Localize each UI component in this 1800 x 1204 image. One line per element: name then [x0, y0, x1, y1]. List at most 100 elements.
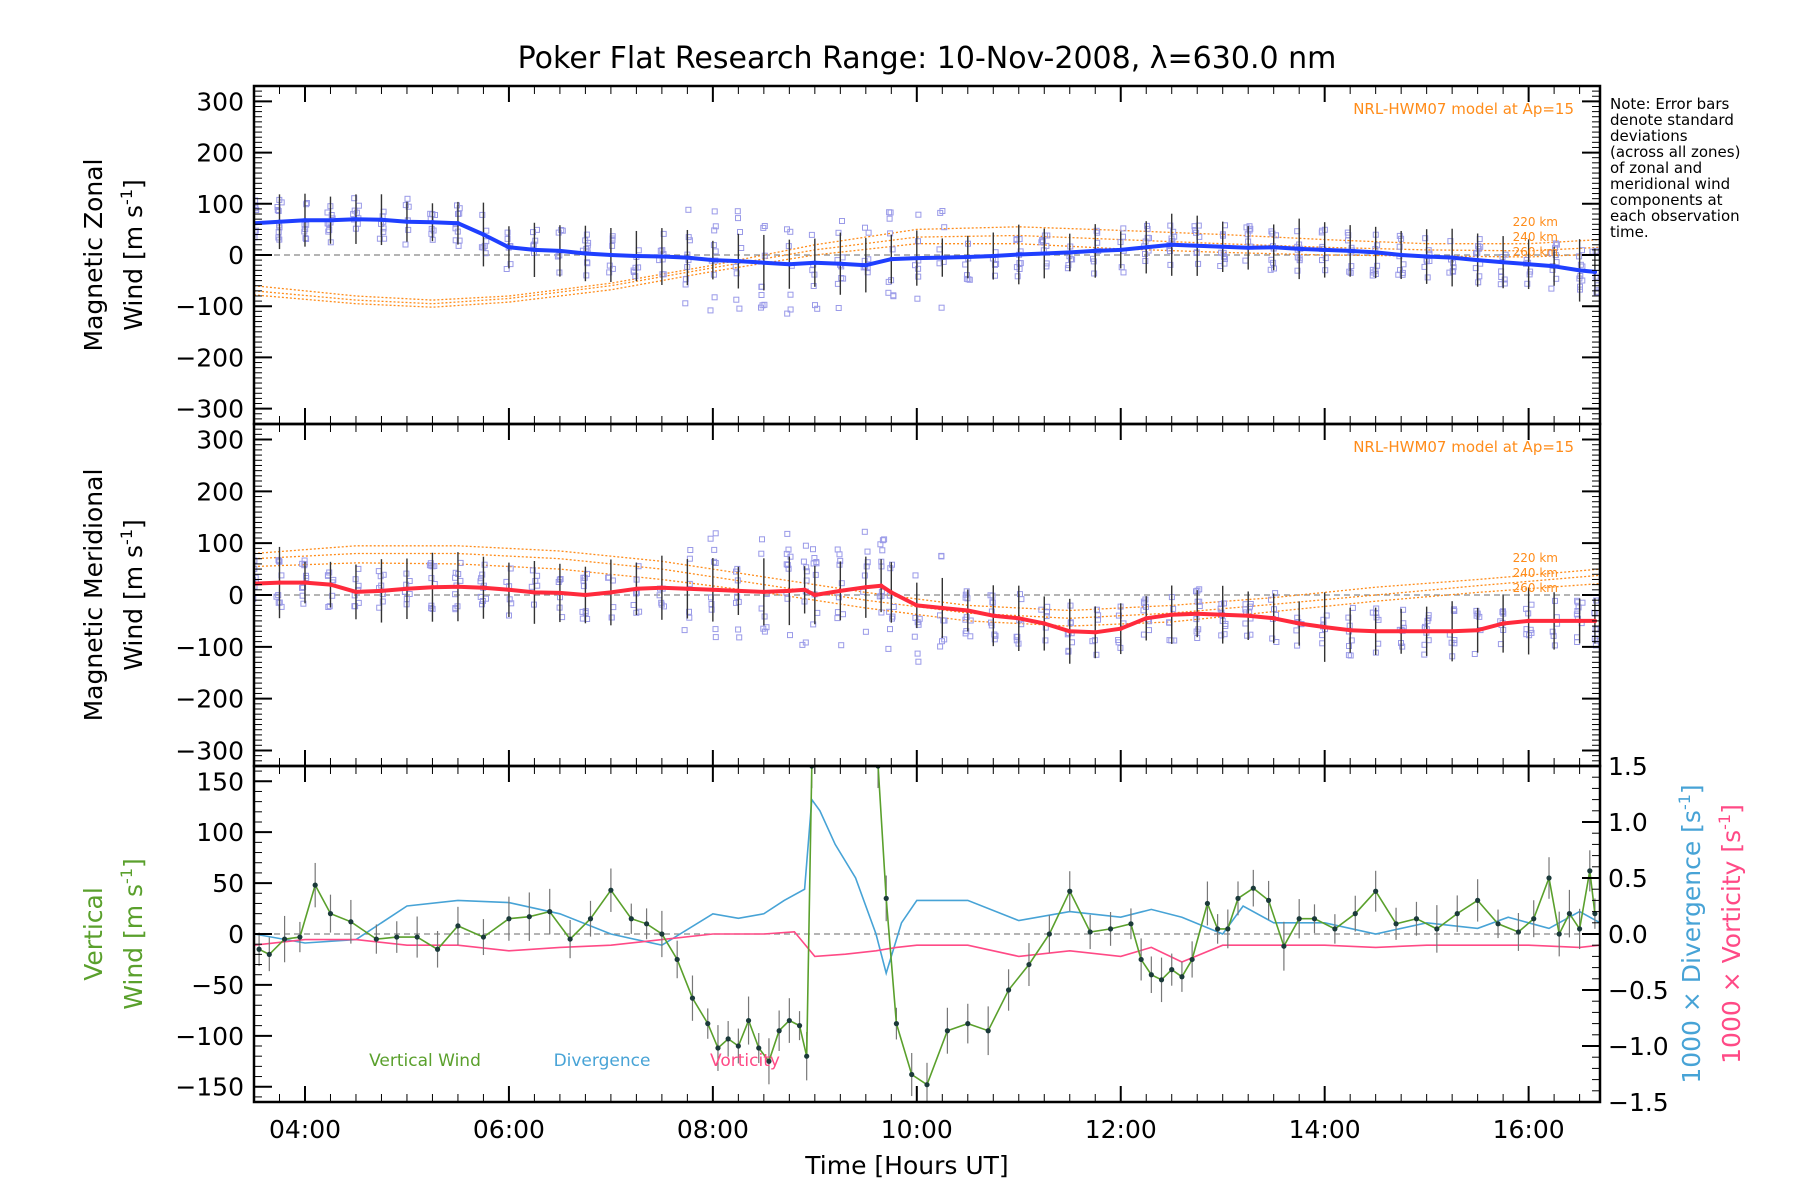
zonal-mean-wind-point	[379, 217, 384, 222]
meridional-plot-area	[254, 528, 1600, 665]
zonal-mean-wind-point	[557, 248, 563, 254]
meridional-mean-wind-point	[1169, 612, 1174, 617]
meridional-sample-point	[1196, 586, 1203, 593]
vertical-wind-point	[883, 895, 889, 901]
vertical-wind-point	[705, 1021, 711, 1027]
meridional-sample-point	[707, 535, 714, 542]
meridional-sample-point	[763, 624, 770, 631]
vertical-y-tick-label: 0	[228, 920, 244, 949]
zonal-model-curve-220	[254, 226, 1600, 301]
vertical-y-tick-label: 100	[196, 818, 244, 847]
vertical-wind-point	[804, 1053, 810, 1059]
zonal-sample-point	[504, 229, 511, 236]
meridional-sample-point	[758, 550, 765, 557]
vertical-wind-point	[909, 1071, 915, 1078]
x-tick-label: 04:00	[269, 1115, 341, 1144]
vertical-wind-point	[1592, 911, 1598, 917]
zonal-mean-wind-point	[914, 255, 920, 261]
zonal-mean-wind-point	[1067, 250, 1072, 255]
zonal-mean-wind-point	[1042, 251, 1047, 256]
vertical-wind-point	[1587, 868, 1593, 874]
divergence-y-tick-label: −1.5	[1608, 1088, 1669, 1117]
zonal-sample-point	[1346, 268, 1353, 275]
chart-title: Poker Flat Research Range: 10-Nov-2008, …	[518, 41, 1337, 76]
meridional-sample-point	[887, 626, 893, 633]
meridional-sample-point	[506, 596, 513, 603]
meridional-sample-point	[1193, 616, 1200, 623]
vertical-wind-point	[1531, 916, 1537, 922]
vertical-wind-point	[281, 936, 288, 942]
vertical-wind-point	[608, 887, 614, 893]
zonal-sample-point	[503, 266, 510, 272]
zonal-sample-point	[735, 215, 741, 222]
divergence-y-axis-label-text: 1000 × Divergence [s	[1677, 810, 1706, 1084]
meridional-mean-wind-line	[254, 580, 1595, 635]
zonal-sample-point	[1040, 238, 1046, 245]
zonal-mean-wind-point	[685, 255, 690, 260]
zonal-sample-point	[1577, 261, 1584, 268]
vertical-wind-point	[1296, 916, 1302, 922]
meridional-mean-wind-point	[1067, 629, 1072, 634]
zonal-mean-wind-point	[1195, 243, 1200, 248]
vertical-wind-point	[893, 1021, 900, 1027]
vertical-wind-point	[1332, 926, 1338, 932]
zonal-mean-wind-point	[1296, 246, 1302, 252]
zonal-sample-point	[1091, 270, 1098, 277]
vertical-wind-point	[1373, 888, 1379, 894]
meridional-sample-point	[799, 641, 806, 648]
zonal-sample-point	[865, 256, 872, 263]
vertical-wind-point	[1265, 897, 1272, 904]
vertical-wind-point	[1087, 929, 1093, 935]
zonal-mean-wind-point	[812, 260, 818, 265]
meridional-sample-point	[1067, 619, 1074, 626]
zonal-sample-point	[632, 273, 639, 280]
meridional-sample-point	[1093, 606, 1100, 613]
zonal-sample-point	[1144, 225, 1151, 232]
meridional-sample-point	[1218, 632, 1225, 639]
zonal-sample-point	[1221, 254, 1228, 261]
zonal-mean-wind-point	[736, 258, 741, 264]
vertical-y-axis-unit-close: ]	[119, 858, 148, 868]
zonal-sample-point	[1374, 242, 1381, 249]
meridional-sample-point	[914, 650, 921, 657]
zonal-sample-point	[1592, 247, 1599, 254]
zonal-sample-point	[274, 207, 281, 213]
zonal-sample-point	[1447, 238, 1454, 245]
zonal-mean-wind-point	[1093, 248, 1098, 254]
zonal-sample-point	[761, 252, 768, 259]
meridional-mean-wind-point	[1271, 616, 1276, 621]
zonal-mean-wind-point	[1551, 264, 1557, 269]
zonal-sample-point	[712, 248, 719, 255]
note-line: Note: Error bars	[1610, 95, 1730, 113]
zonal-sample-point	[835, 305, 842, 311]
vertical-wind-point	[1413, 916, 1420, 922]
zonal-sample-point	[915, 238, 921, 245]
zonal-sample-point	[609, 242, 616, 249]
zonal-sample-point	[886, 215, 893, 222]
meridional-sample-point	[711, 546, 718, 553]
zonal-sample-point	[914, 295, 921, 302]
meridional-mean-wind-point	[991, 613, 996, 618]
zonal-mean-wind-point	[532, 247, 537, 253]
zonal-sample-point	[428, 230, 435, 237]
meridional-sample-point	[254, 574, 259, 581]
x-tick-label: 10:00	[881, 1115, 953, 1144]
zonal-sample-point	[711, 294, 718, 301]
zonal-mean-wind-point	[991, 253, 996, 259]
meridional-sample-point	[686, 608, 692, 615]
zonal-sample-point	[1120, 225, 1127, 232]
zonal-sample-point	[862, 224, 868, 231]
zonal-y-tick-label: 100	[196, 190, 244, 219]
zonal-mean-wind-point	[1475, 257, 1480, 263]
zonal-sample-point	[428, 225, 435, 232]
zonal-sample-point	[1396, 232, 1403, 239]
vertical-y-tick-label: 50	[212, 869, 244, 898]
vertical-wind-point	[327, 911, 334, 917]
zonal-sample-point	[1501, 280, 1508, 287]
vertical-wind-point	[1158, 977, 1165, 983]
meridional-mean-wind-point	[787, 588, 792, 594]
meridional-y-tick-label: 100	[196, 529, 244, 558]
meridional-sample-point	[814, 609, 821, 616]
meridional-sample-point	[759, 536, 765, 543]
